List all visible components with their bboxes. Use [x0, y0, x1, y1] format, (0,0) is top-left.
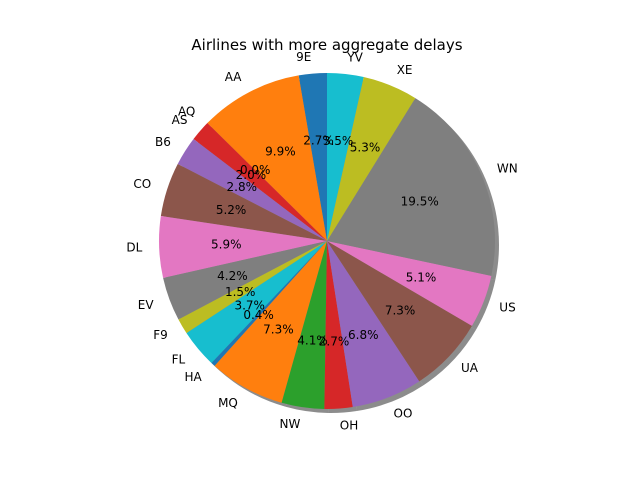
slice-pct-wn: 19.5% — [401, 194, 439, 208]
slice-label-dl: DL — [126, 241, 142, 255]
slice-fl — [186, 241, 327, 364]
slice-label-ha: HA — [184, 370, 202, 384]
slice-us — [327, 241, 492, 326]
slice-pct-f9: 1.5% — [225, 285, 256, 299]
slice-as — [193, 123, 327, 241]
slice-label-ua: UA — [461, 361, 479, 375]
slice-label-co: CO — [133, 177, 151, 191]
slice-label-mq: MQ — [218, 396, 238, 410]
slice-mq — [214, 241, 327, 403]
slice-pct-ev: 4.2% — [217, 269, 248, 283]
slice-b6 — [177, 138, 327, 241]
slice-ha — [211, 241, 327, 366]
slice-label-f9: F9 — [153, 328, 168, 342]
slice-ua — [327, 241, 472, 382]
slice-label-xe: XE — [397, 63, 413, 77]
slice-9e — [298, 73, 327, 241]
slice-dl — [158, 216, 327, 278]
slice-yv — [327, 73, 364, 241]
pie-slices — [158, 73, 496, 410]
slice-nw — [281, 241, 327, 409]
slice-pct-as: 2.0% — [236, 168, 267, 182]
slice-oh — [324, 241, 353, 410]
slice-pct-b6: 2.8% — [227, 180, 258, 194]
slice-pct-us: 5.1% — [406, 270, 437, 284]
slice-wn — [327, 98, 496, 276]
slice-pct-aq: 0.0% — [240, 163, 271, 177]
slice-label-aa: AA — [225, 70, 243, 84]
slice-label-as: AS — [172, 113, 188, 127]
slice-co — [160, 163, 327, 241]
slice-pct-fl: 3.7% — [234, 299, 265, 313]
slice-pct-xe: 5.3% — [350, 141, 381, 155]
slice-label-b6: B6 — [155, 135, 171, 149]
slice-aa — [207, 75, 327, 241]
slice-label-wn: WN — [497, 161, 518, 175]
slice-pct-9e: 2.7% — [303, 134, 334, 148]
slice-oo — [327, 241, 420, 408]
chart-title: Airlines with more aggregate delays — [191, 36, 462, 54]
slice-pct-aa: 9.9% — [265, 145, 296, 159]
slice-label-aq: AQ — [178, 104, 195, 118]
slice-pct-oo: 6.8% — [348, 328, 379, 342]
slice-f9 — [178, 241, 327, 334]
slice-pct-co: 5.2% — [216, 203, 247, 217]
slice-label-9e: 9E — [296, 50, 311, 64]
slice-pct-oh: 2.7% — [319, 335, 350, 349]
slice-pct-nw: 4.1% — [297, 334, 328, 348]
slice-label-nw: NW — [280, 417, 301, 431]
slice-pct-dl: 5.9% — [211, 238, 242, 252]
slice-pct-mq: 7.3% — [263, 322, 294, 336]
slice-label-us: US — [499, 301, 515, 315]
slice-label-fl: FL — [172, 353, 186, 367]
slice-pct-ha: 0.4% — [243, 308, 274, 322]
slice-label-oo: OO — [394, 406, 413, 420]
slice-pct-yv: 3.5% — [323, 134, 354, 148]
slice-label-oh: OH — [340, 418, 358, 432]
slice-label-yv: YV — [346, 50, 363, 64]
slice-xe — [327, 77, 416, 241]
slice-percent-labels: 2.7% 9.9% 0.0%2.0%2.8% 5.2% 5.9% 4.2% 1.5%3.7%… — [211, 134, 439, 349]
slice-label-ev: EV — [138, 298, 155, 312]
slice-pct-ua: 7.3% — [385, 303, 416, 317]
slice-ev — [163, 241, 327, 320]
